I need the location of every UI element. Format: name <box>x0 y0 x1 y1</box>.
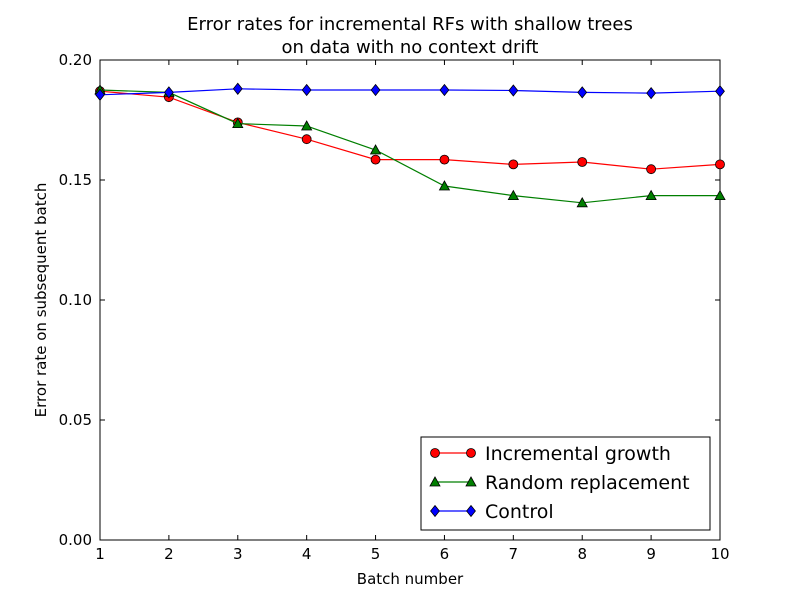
data-point-incremental-growth <box>508 159 519 170</box>
data-point-random-replacement <box>300 120 313 131</box>
data-point-control <box>439 83 450 97</box>
data-point-control <box>715 85 725 98</box>
legend-marker-control <box>466 504 476 518</box>
legend-marker-random-replacement <box>465 476 477 487</box>
data-point-random-replacement <box>576 196 588 208</box>
x-tick-label: 1 <box>95 545 105 563</box>
data-point-control <box>646 86 657 100</box>
data-point-random-replacement <box>645 189 657 201</box>
chart-title-line-1: Error rates for incremental RFs with sha… <box>187 14 633 35</box>
series-line-incremental-growth <box>99 90 721 170</box>
data-point-incremental-growth <box>577 157 588 167</box>
data-point-random-replacement <box>714 189 726 201</box>
data-point-control <box>301 83 312 97</box>
x-tick-label: 6 <box>440 545 450 563</box>
data-point-random-replacement <box>232 117 244 128</box>
legend-label-incremental-growth: Incremental growth <box>485 443 671 465</box>
data-point-random-replacement <box>369 144 382 155</box>
data-point-incremental-growth <box>715 159 725 170</box>
data-point-incremental-growth <box>301 134 312 145</box>
x-tick-label: 5 <box>371 545 381 563</box>
legend-marker-random-replacement <box>429 476 441 487</box>
data-point-control <box>577 86 588 99</box>
y-axis-label: Error rate on subsequent batch <box>32 183 50 418</box>
x-tick-label: 4 <box>302 545 312 563</box>
data-point-incremental-growth <box>370 154 381 165</box>
legend-marker-incremental-growth <box>466 448 476 458</box>
chart-title-line-2: on data with no context drift <box>282 37 539 58</box>
y-tick-label: 0.20 <box>59 51 92 69</box>
data-point-control <box>163 86 174 99</box>
data-point-incremental-growth <box>646 164 657 175</box>
data-point-random-replacement <box>438 180 451 191</box>
x-axis-label: Batch number <box>357 570 464 588</box>
data-point-control <box>508 84 519 97</box>
legend-label-random-replacement: Random replacement <box>485 472 690 494</box>
x-tick-label: 10 <box>710 545 729 563</box>
series-line-control <box>99 88 721 96</box>
legend-marker-control <box>430 504 440 518</box>
data-point-random-replacement <box>507 189 520 201</box>
series-line-random-replacement <box>99 89 720 204</box>
y-tick-label: 0.10 <box>59 291 92 309</box>
plot-area: 1 2 3 4 5 6 7 8 9 10 0.00 0.05 0.10 0.15 0.20 Increment… <box>59 51 730 563</box>
y-tick-label: 0.05 <box>59 411 92 429</box>
legend-label-control: Control <box>485 501 554 523</box>
data-point-control <box>232 82 243 95</box>
x-tick-label: 2 <box>164 545 174 563</box>
y-tick-label: 0.00 <box>59 531 92 549</box>
data-point-control <box>95 88 105 101</box>
data-point-incremental-growth <box>439 154 450 165</box>
x-tick-label: 3 <box>233 545 243 563</box>
x-tick-label: 9 <box>646 545 656 563</box>
data-point-control <box>370 83 381 97</box>
legend-marker-incremental-growth <box>430 448 440 458</box>
x-tick-label: 8 <box>577 545 587 563</box>
x-tick-label: 7 <box>509 545 519 563</box>
y-tick-label: 0.15 <box>59 171 92 189</box>
